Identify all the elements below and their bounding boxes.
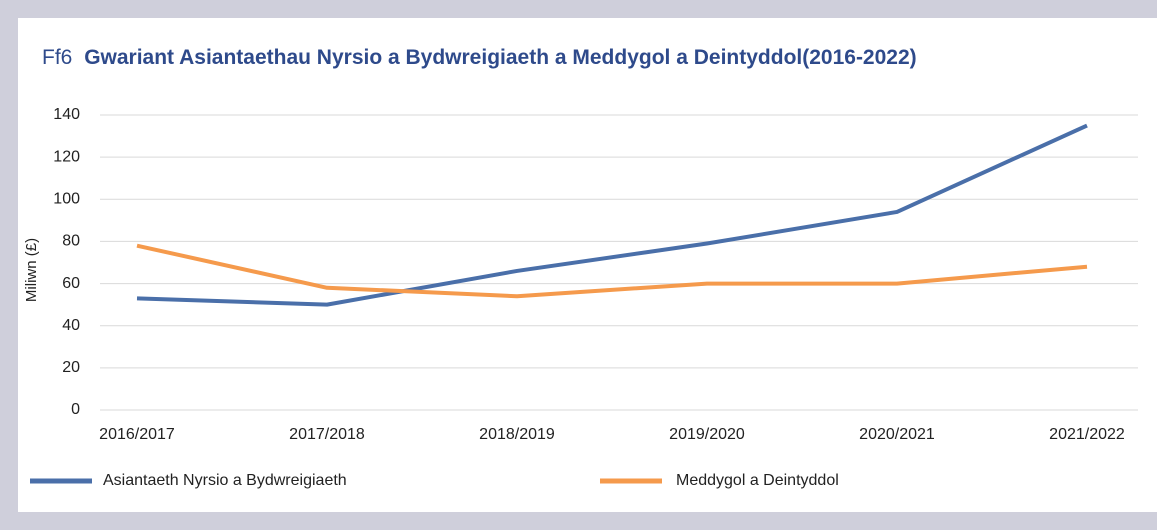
x-tick-label: 2020/2021: [859, 426, 935, 443]
y-tick-label: 60: [62, 275, 80, 292]
y-axis-label: Miliwn (£): [23, 238, 40, 302]
y-tick-label: 40: [62, 317, 80, 334]
x-tick-label: 2019/2020: [669, 426, 745, 443]
title-text: Gwariant Asiantaethau Nyrsio a Bydwreigi…: [84, 46, 916, 69]
legend-label: Meddygol a Deintyddol: [676, 472, 839, 489]
x-tick-label: 2017/2018: [289, 426, 365, 443]
y-tick-label: 0: [71, 401, 80, 418]
y-tick-label: 80: [62, 233, 80, 250]
figure-label: Ff6: [42, 46, 72, 69]
series-line: [136, 243, 1088, 299]
x-tick-label: 2021/2022: [1049, 426, 1125, 443]
y-tick-label: 120: [53, 148, 80, 165]
x-tick-label: 2018/2019: [479, 426, 555, 443]
y-tick-label: 140: [53, 106, 80, 123]
x-tick-label: 2016/2017: [99, 426, 175, 443]
chart-title: Ff6 Gwariant Asiantaethau Nyrsio a Bydwr…: [42, 46, 917, 69]
series-line: [136, 123, 1088, 307]
legend-label: Asiantaeth Nyrsio a Bydwreigiaeth: [103, 472, 347, 489]
y-tick-label: 100: [53, 191, 80, 208]
y-tick-label: 20: [62, 359, 80, 376]
panel: [18, 18, 1157, 512]
